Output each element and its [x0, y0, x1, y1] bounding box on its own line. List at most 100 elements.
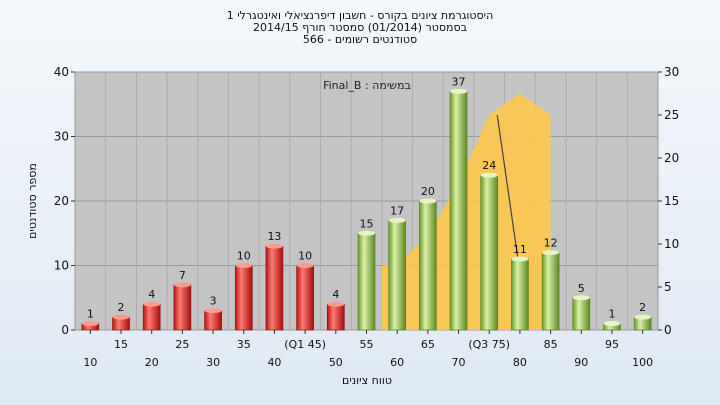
bar [572, 295, 591, 331]
annotation-text: במשימה : Final_B [323, 79, 411, 92]
bar-body [357, 232, 376, 331]
bar-top [358, 230, 375, 236]
bar-body [173, 284, 192, 331]
x-tick-label: (Q3 75) [468, 338, 510, 351]
bar-value-label: 3 [210, 295, 217, 308]
bar-value-label: 17 [390, 204, 404, 217]
x-tick-label: 15 [114, 338, 128, 351]
title-line-3: סטודנטים רשומים - 566 [302, 33, 418, 46]
y-right-tick-label: 5 [664, 280, 672, 294]
bar-value-label: 1 [87, 308, 94, 321]
bar-top [112, 314, 130, 320]
trend-line [496, 114, 519, 260]
bar-top [265, 243, 283, 249]
bar-top [572, 295, 590, 301]
title-line-1: היסטוגרמת ציונים בקורס - חשבון דיפרנציאל… [226, 9, 494, 22]
bar-top [143, 301, 161, 307]
x-tick-label: 20 [145, 356, 159, 369]
bar-top [603, 321, 621, 327]
bar-top [450, 88, 468, 94]
bar [173, 282, 192, 331]
bar-body [388, 220, 406, 331]
bar-value-label: 4 [148, 288, 155, 301]
x-tick-label: 25 [175, 338, 189, 351]
bar [204, 308, 222, 331]
bar-body [572, 297, 591, 331]
bar-value-label: 24 [482, 159, 496, 172]
bar-value-label: 13 [267, 230, 281, 243]
x-tick-label: 10 [83, 356, 97, 369]
bar-value-label: 5 [578, 282, 585, 295]
x-tick-label: 70 [452, 356, 466, 369]
title-line-2: בסמסטר (01/2014) סמסטר חורף 2014/15 [253, 21, 467, 34]
bar [633, 314, 652, 331]
bar-value-label: 1 [608, 308, 615, 321]
bar-value-label: 2 [118, 301, 125, 314]
y-right-tick-label: 30 [664, 65, 679, 79]
y-tick-label: 20 [54, 194, 69, 208]
bar-body [327, 303, 345, 331]
bar-value-label: 10 [298, 250, 312, 263]
bar-top [173, 282, 191, 288]
bar [81, 321, 100, 331]
y-right-tick-label: 20 [664, 151, 679, 165]
bars-layer [81, 88, 652, 331]
x-tick-label: 80 [513, 356, 527, 369]
x-tick-label: 95 [605, 338, 619, 351]
bar [142, 301, 161, 331]
x-tick-label: 40 [267, 356, 281, 369]
bar-body [511, 258, 529, 331]
x-tick-label: 35 [237, 338, 251, 351]
bar-top [480, 172, 498, 178]
bar-value-label: 15 [360, 217, 374, 230]
y-right-tick-label: 25 [664, 108, 679, 122]
bar [419, 198, 437, 331]
bar-value-label: 37 [452, 75, 466, 88]
bar-body [480, 174, 499, 331]
x-tick-label: (Q1 45) [284, 338, 326, 351]
bar-value-label: 4 [332, 288, 339, 301]
bar-body [234, 265, 253, 331]
y-tick-label: 40 [54, 65, 69, 79]
x-axis-label: טווח ציונים [342, 374, 392, 387]
bar-body [449, 91, 468, 331]
bar [265, 243, 284, 331]
bar-top [511, 256, 529, 262]
bar [449, 88, 468, 331]
y-right-tick-label: 0 [664, 323, 672, 337]
bar-top [634, 314, 652, 320]
bar [480, 172, 499, 331]
bar-value-label: 2 [639, 301, 646, 314]
y-tick-label: 10 [54, 259, 69, 273]
bar-value-label: 12 [544, 237, 558, 250]
bar-value-label: 11 [513, 243, 527, 256]
bar-top [542, 250, 560, 256]
bar-body [296, 265, 314, 331]
bar-value-label: 10 [237, 250, 251, 263]
bar-top [81, 321, 99, 327]
bar-value-label: 7 [179, 269, 186, 282]
y-right-tick-label: 15 [664, 194, 679, 208]
bar-body [541, 252, 560, 331]
bar-body [265, 245, 284, 331]
bar-top [296, 263, 314, 268]
bar-top [419, 198, 437, 204]
bar [388, 217, 406, 331]
bar-body [142, 303, 161, 331]
bar-top [388, 217, 406, 223]
bar [296, 263, 314, 331]
y-tick-label: 30 [54, 130, 69, 144]
bar [327, 301, 345, 331]
x-tick-label: 60 [390, 356, 404, 369]
y-right-tick-label: 10 [664, 237, 679, 251]
bar [511, 256, 529, 331]
bar-top [204, 308, 222, 314]
bar [357, 230, 376, 331]
x-tick-label: 65 [421, 338, 435, 351]
x-tick-label: 50 [329, 356, 343, 369]
bar [541, 250, 560, 331]
bar-value-label: 20 [421, 185, 435, 198]
